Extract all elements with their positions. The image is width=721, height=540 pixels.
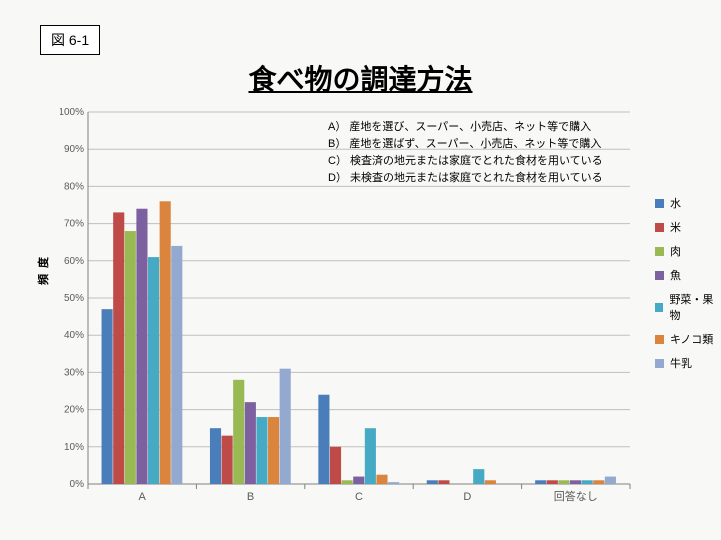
bar xyxy=(605,477,616,484)
bar xyxy=(438,480,449,484)
bar xyxy=(113,212,124,484)
svg-text:60%: 60% xyxy=(64,256,84,267)
bar xyxy=(136,209,147,484)
annotation-line: D） 未検査の地元または家庭でとれた食材を用いている xyxy=(328,169,603,185)
bar xyxy=(233,380,244,484)
x-tick-label: 回答なし xyxy=(554,489,598,503)
bar xyxy=(280,369,291,484)
bar xyxy=(342,480,353,484)
legend-swatch xyxy=(655,223,664,232)
svg-text:100%: 100% xyxy=(60,108,84,118)
bar xyxy=(535,480,546,484)
legend-label: 牛乳 xyxy=(670,355,692,371)
svg-text:20%: 20% xyxy=(64,405,84,416)
bar xyxy=(210,428,221,484)
annotation-line: C） 検査済の地元または家庭でとれた食材を用いている xyxy=(328,152,603,168)
bar xyxy=(222,436,233,484)
figure-label: 図 6-1 xyxy=(51,32,89,48)
svg-text:90%: 90% xyxy=(64,144,84,155)
bar xyxy=(593,480,604,484)
x-tick-label: D xyxy=(463,491,471,503)
bar xyxy=(256,417,267,484)
bar xyxy=(148,257,159,484)
bar xyxy=(245,402,256,484)
legend: 水米肉魚野菜・果物キノコ類牛乳 xyxy=(655,195,721,379)
legend-swatch xyxy=(655,335,664,344)
legend-swatch xyxy=(655,271,664,280)
legend-label: 野菜・果物 xyxy=(669,291,721,323)
annotation-line: B） 産地を選ばず、スーパー、小売店、ネット等で購入 xyxy=(328,135,601,151)
bar xyxy=(547,480,558,484)
svg-text:80%: 80% xyxy=(64,181,84,192)
svg-text:70%: 70% xyxy=(64,219,84,230)
legend-item: キノコ類 xyxy=(655,331,721,347)
legend-item: 魚 xyxy=(655,267,721,283)
y-axis-label: 頻度 xyxy=(35,251,51,285)
figure-label-box: 図 6-1 xyxy=(40,25,100,55)
bar xyxy=(376,475,387,484)
chart-svg: 0% 10% 20% 30% 40% 50% 60% 70% 80% 90% 100% A B C D 回答な… xyxy=(60,108,640,508)
bar xyxy=(318,395,329,484)
bar xyxy=(570,480,581,484)
bar xyxy=(102,309,113,484)
legend-label: キノコ類 xyxy=(670,331,713,347)
legend-item: 牛乳 xyxy=(655,355,721,371)
bar xyxy=(160,201,171,484)
svg-text:40%: 40% xyxy=(64,330,84,341)
x-tick-label: B xyxy=(247,491,254,503)
svg-text:10%: 10% xyxy=(64,442,84,453)
legend-label: 肉 xyxy=(670,243,681,259)
bar xyxy=(330,447,341,484)
legend-item: 水 xyxy=(655,195,721,211)
svg-text:30%: 30% xyxy=(64,367,84,378)
legend-swatch xyxy=(655,359,664,368)
x-tick-label: A xyxy=(139,491,147,503)
legend-item: 米 xyxy=(655,219,721,235)
bar xyxy=(485,480,496,484)
bar xyxy=(268,417,279,484)
bar xyxy=(582,480,593,484)
legend-item: 野菜・果物 xyxy=(655,291,721,323)
chart-area: 0% 10% 20% 30% 40% 50% 60% 70% 80% 90% 100% A B C D 回答な… xyxy=(60,108,640,508)
bar xyxy=(125,231,136,484)
bar xyxy=(427,480,438,484)
legend-swatch xyxy=(655,247,664,256)
bar xyxy=(473,469,484,484)
bar xyxy=(171,246,182,484)
x-tick-label: C xyxy=(355,491,363,503)
bar xyxy=(353,477,364,484)
svg-text:50%: 50% xyxy=(64,293,84,304)
legend-item: 肉 xyxy=(655,243,721,259)
annotation-line: A） 産地を選び、スーパー、小売店、ネット等で購入 xyxy=(328,118,591,134)
bar xyxy=(388,482,399,484)
legend-label: 水 xyxy=(670,195,681,211)
bar xyxy=(558,480,569,484)
svg-text:0%: 0% xyxy=(70,479,85,490)
legend-swatch xyxy=(655,199,664,208)
legend-label: 米 xyxy=(670,219,681,235)
legend-swatch xyxy=(655,303,663,312)
chart-title: 食べ物の調達方法 xyxy=(0,58,721,98)
legend-label: 魚 xyxy=(670,267,681,283)
bar xyxy=(365,428,376,484)
